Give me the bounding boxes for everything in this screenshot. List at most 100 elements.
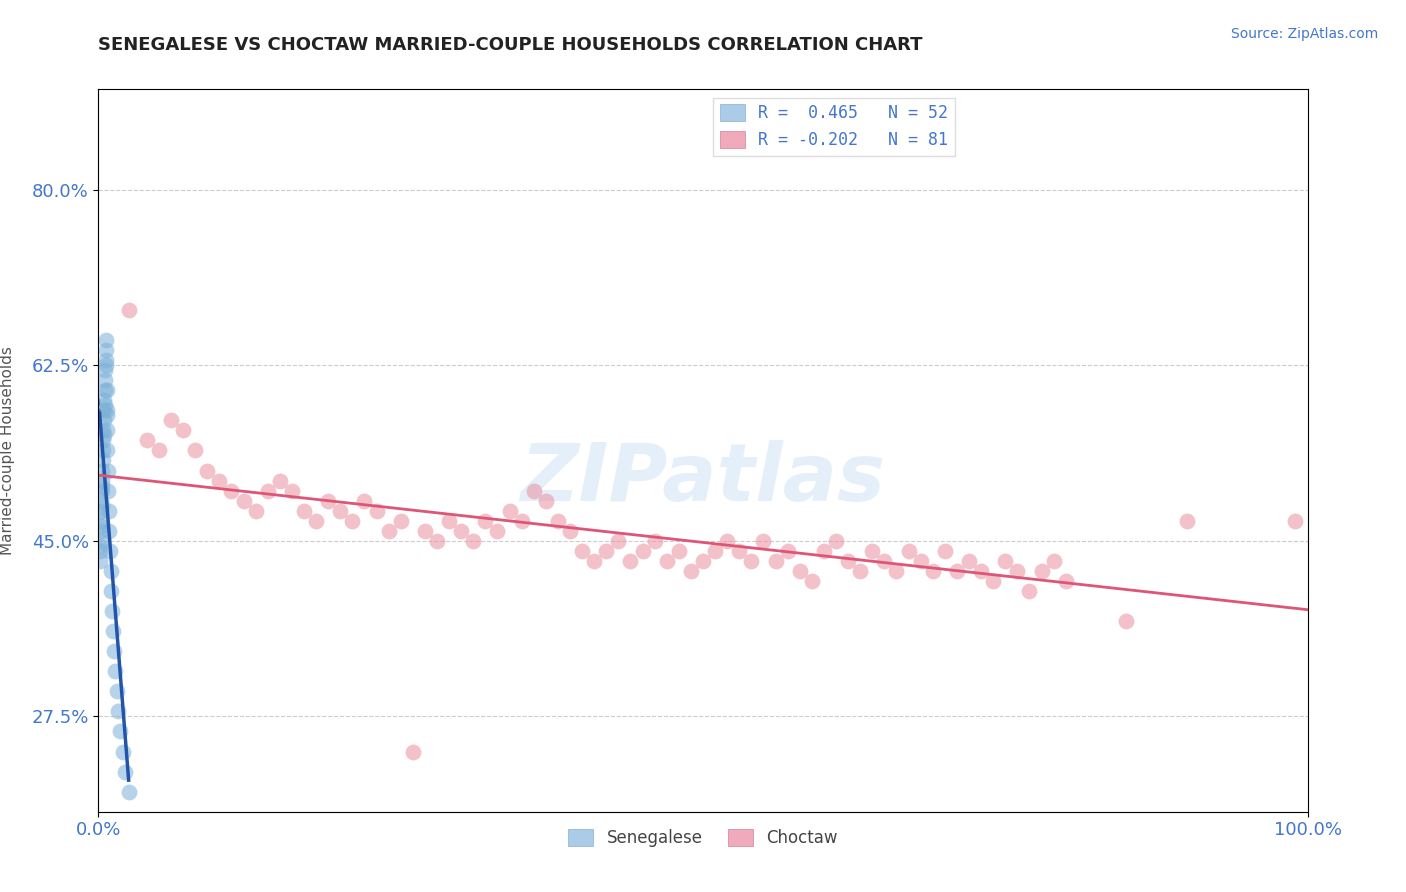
Point bbox=[366, 503, 388, 517]
Point bbox=[93, 384, 115, 398]
Point bbox=[93, 393, 115, 408]
Point bbox=[118, 785, 141, 799]
Point bbox=[800, 574, 823, 588]
Point bbox=[103, 644, 125, 658]
Point bbox=[402, 744, 425, 758]
Point bbox=[96, 424, 118, 438]
Point bbox=[160, 413, 183, 427]
Point bbox=[94, 358, 117, 372]
Point bbox=[1054, 574, 1077, 588]
Point bbox=[98, 524, 121, 538]
Point bbox=[849, 564, 872, 578]
Point bbox=[692, 554, 714, 568]
Point bbox=[728, 544, 751, 558]
Point bbox=[498, 503, 520, 517]
Point bbox=[232, 493, 254, 508]
Point bbox=[269, 474, 291, 488]
Point bbox=[1031, 564, 1053, 578]
Point bbox=[583, 554, 606, 568]
Point bbox=[329, 503, 352, 517]
Point bbox=[305, 514, 328, 528]
Point bbox=[94, 353, 117, 368]
Point bbox=[93, 413, 115, 427]
Point bbox=[100, 584, 122, 599]
Point bbox=[245, 503, 267, 517]
Point bbox=[970, 564, 993, 578]
Point bbox=[97, 483, 120, 498]
Point bbox=[1018, 584, 1040, 599]
Point bbox=[1175, 514, 1198, 528]
Point bbox=[910, 554, 932, 568]
Point bbox=[292, 503, 315, 517]
Point bbox=[716, 533, 738, 548]
Point bbox=[107, 705, 129, 719]
Point bbox=[631, 544, 654, 558]
Point bbox=[90, 499, 112, 513]
Point bbox=[450, 524, 472, 538]
Point bbox=[957, 554, 980, 568]
Point bbox=[644, 533, 666, 548]
Point bbox=[463, 533, 485, 548]
Point bbox=[547, 514, 569, 528]
Point bbox=[1115, 614, 1137, 628]
Y-axis label: Married-couple Households: Married-couple Households bbox=[0, 346, 14, 555]
Point bbox=[813, 544, 835, 558]
Point bbox=[93, 428, 115, 442]
Point bbox=[96, 409, 118, 423]
Point bbox=[105, 684, 128, 698]
Point bbox=[97, 464, 120, 478]
Point bbox=[619, 554, 641, 568]
Point bbox=[172, 424, 194, 438]
Point bbox=[377, 524, 399, 538]
Point bbox=[96, 384, 118, 398]
Point bbox=[208, 474, 231, 488]
Point bbox=[108, 724, 131, 739]
Point bbox=[1284, 514, 1306, 528]
Point bbox=[607, 533, 630, 548]
Point bbox=[704, 544, 727, 558]
Point bbox=[91, 434, 114, 448]
Point bbox=[886, 564, 908, 578]
Point bbox=[595, 544, 617, 558]
Point bbox=[90, 493, 112, 508]
Point bbox=[256, 483, 278, 498]
Point bbox=[135, 434, 157, 448]
Point bbox=[89, 554, 111, 568]
Point bbox=[825, 533, 848, 548]
Text: SENEGALESE VS CHOCTAW MARRIED-COUPLE HOUSEHOLDS CORRELATION CHART: SENEGALESE VS CHOCTAW MARRIED-COUPLE HOU… bbox=[98, 36, 922, 54]
Point bbox=[221, 483, 243, 498]
Point bbox=[91, 453, 114, 467]
Point bbox=[534, 493, 557, 508]
Point bbox=[873, 554, 896, 568]
Point bbox=[353, 493, 375, 508]
Point bbox=[90, 503, 112, 517]
Point bbox=[89, 539, 111, 553]
Point bbox=[98, 544, 121, 558]
Point bbox=[94, 363, 117, 377]
Point bbox=[389, 514, 412, 528]
Point bbox=[994, 554, 1017, 568]
Point bbox=[114, 764, 136, 779]
Point bbox=[90, 524, 112, 538]
Point bbox=[111, 744, 134, 758]
Point bbox=[679, 564, 702, 578]
Point bbox=[897, 544, 920, 558]
Point bbox=[860, 544, 883, 558]
Point bbox=[558, 524, 581, 538]
Point bbox=[91, 464, 114, 478]
Point bbox=[426, 533, 449, 548]
Point bbox=[655, 554, 678, 568]
Point bbox=[91, 478, 114, 492]
Point bbox=[89, 544, 111, 558]
Point bbox=[104, 664, 127, 679]
Point bbox=[100, 604, 122, 618]
Point bbox=[316, 493, 339, 508]
Point bbox=[981, 574, 1004, 588]
Point bbox=[90, 514, 112, 528]
Point bbox=[342, 514, 364, 528]
Point bbox=[946, 564, 969, 578]
Point bbox=[93, 403, 115, 417]
Point bbox=[668, 544, 690, 558]
Point bbox=[97, 503, 120, 517]
Point bbox=[96, 443, 118, 458]
